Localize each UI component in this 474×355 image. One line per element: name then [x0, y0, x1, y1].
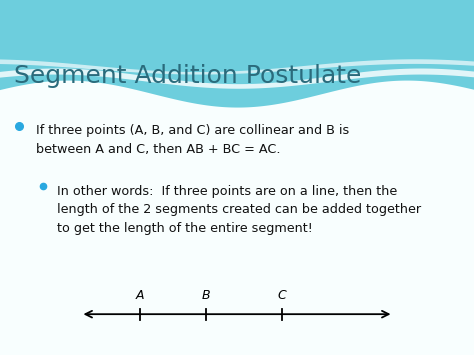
Text: A: A [136, 289, 144, 302]
Polygon shape [0, 0, 474, 89]
Text: C: C [278, 289, 286, 302]
Polygon shape [0, 0, 474, 110]
Text: B: B [202, 289, 210, 302]
Text: Segment Addition Postulate: Segment Addition Postulate [14, 64, 362, 88]
Polygon shape [0, 69, 474, 89]
Polygon shape [0, 59, 474, 75]
Polygon shape [0, 81, 474, 355]
Text: In other words:  If three points are on a line, then the
length of the 2 segment: In other words: If three points are on a… [57, 185, 421, 235]
Text: If three points (A, B, and C) are collinear and B is
between A and C, then AB + : If three points (A, B, and C) are collin… [36, 124, 349, 156]
